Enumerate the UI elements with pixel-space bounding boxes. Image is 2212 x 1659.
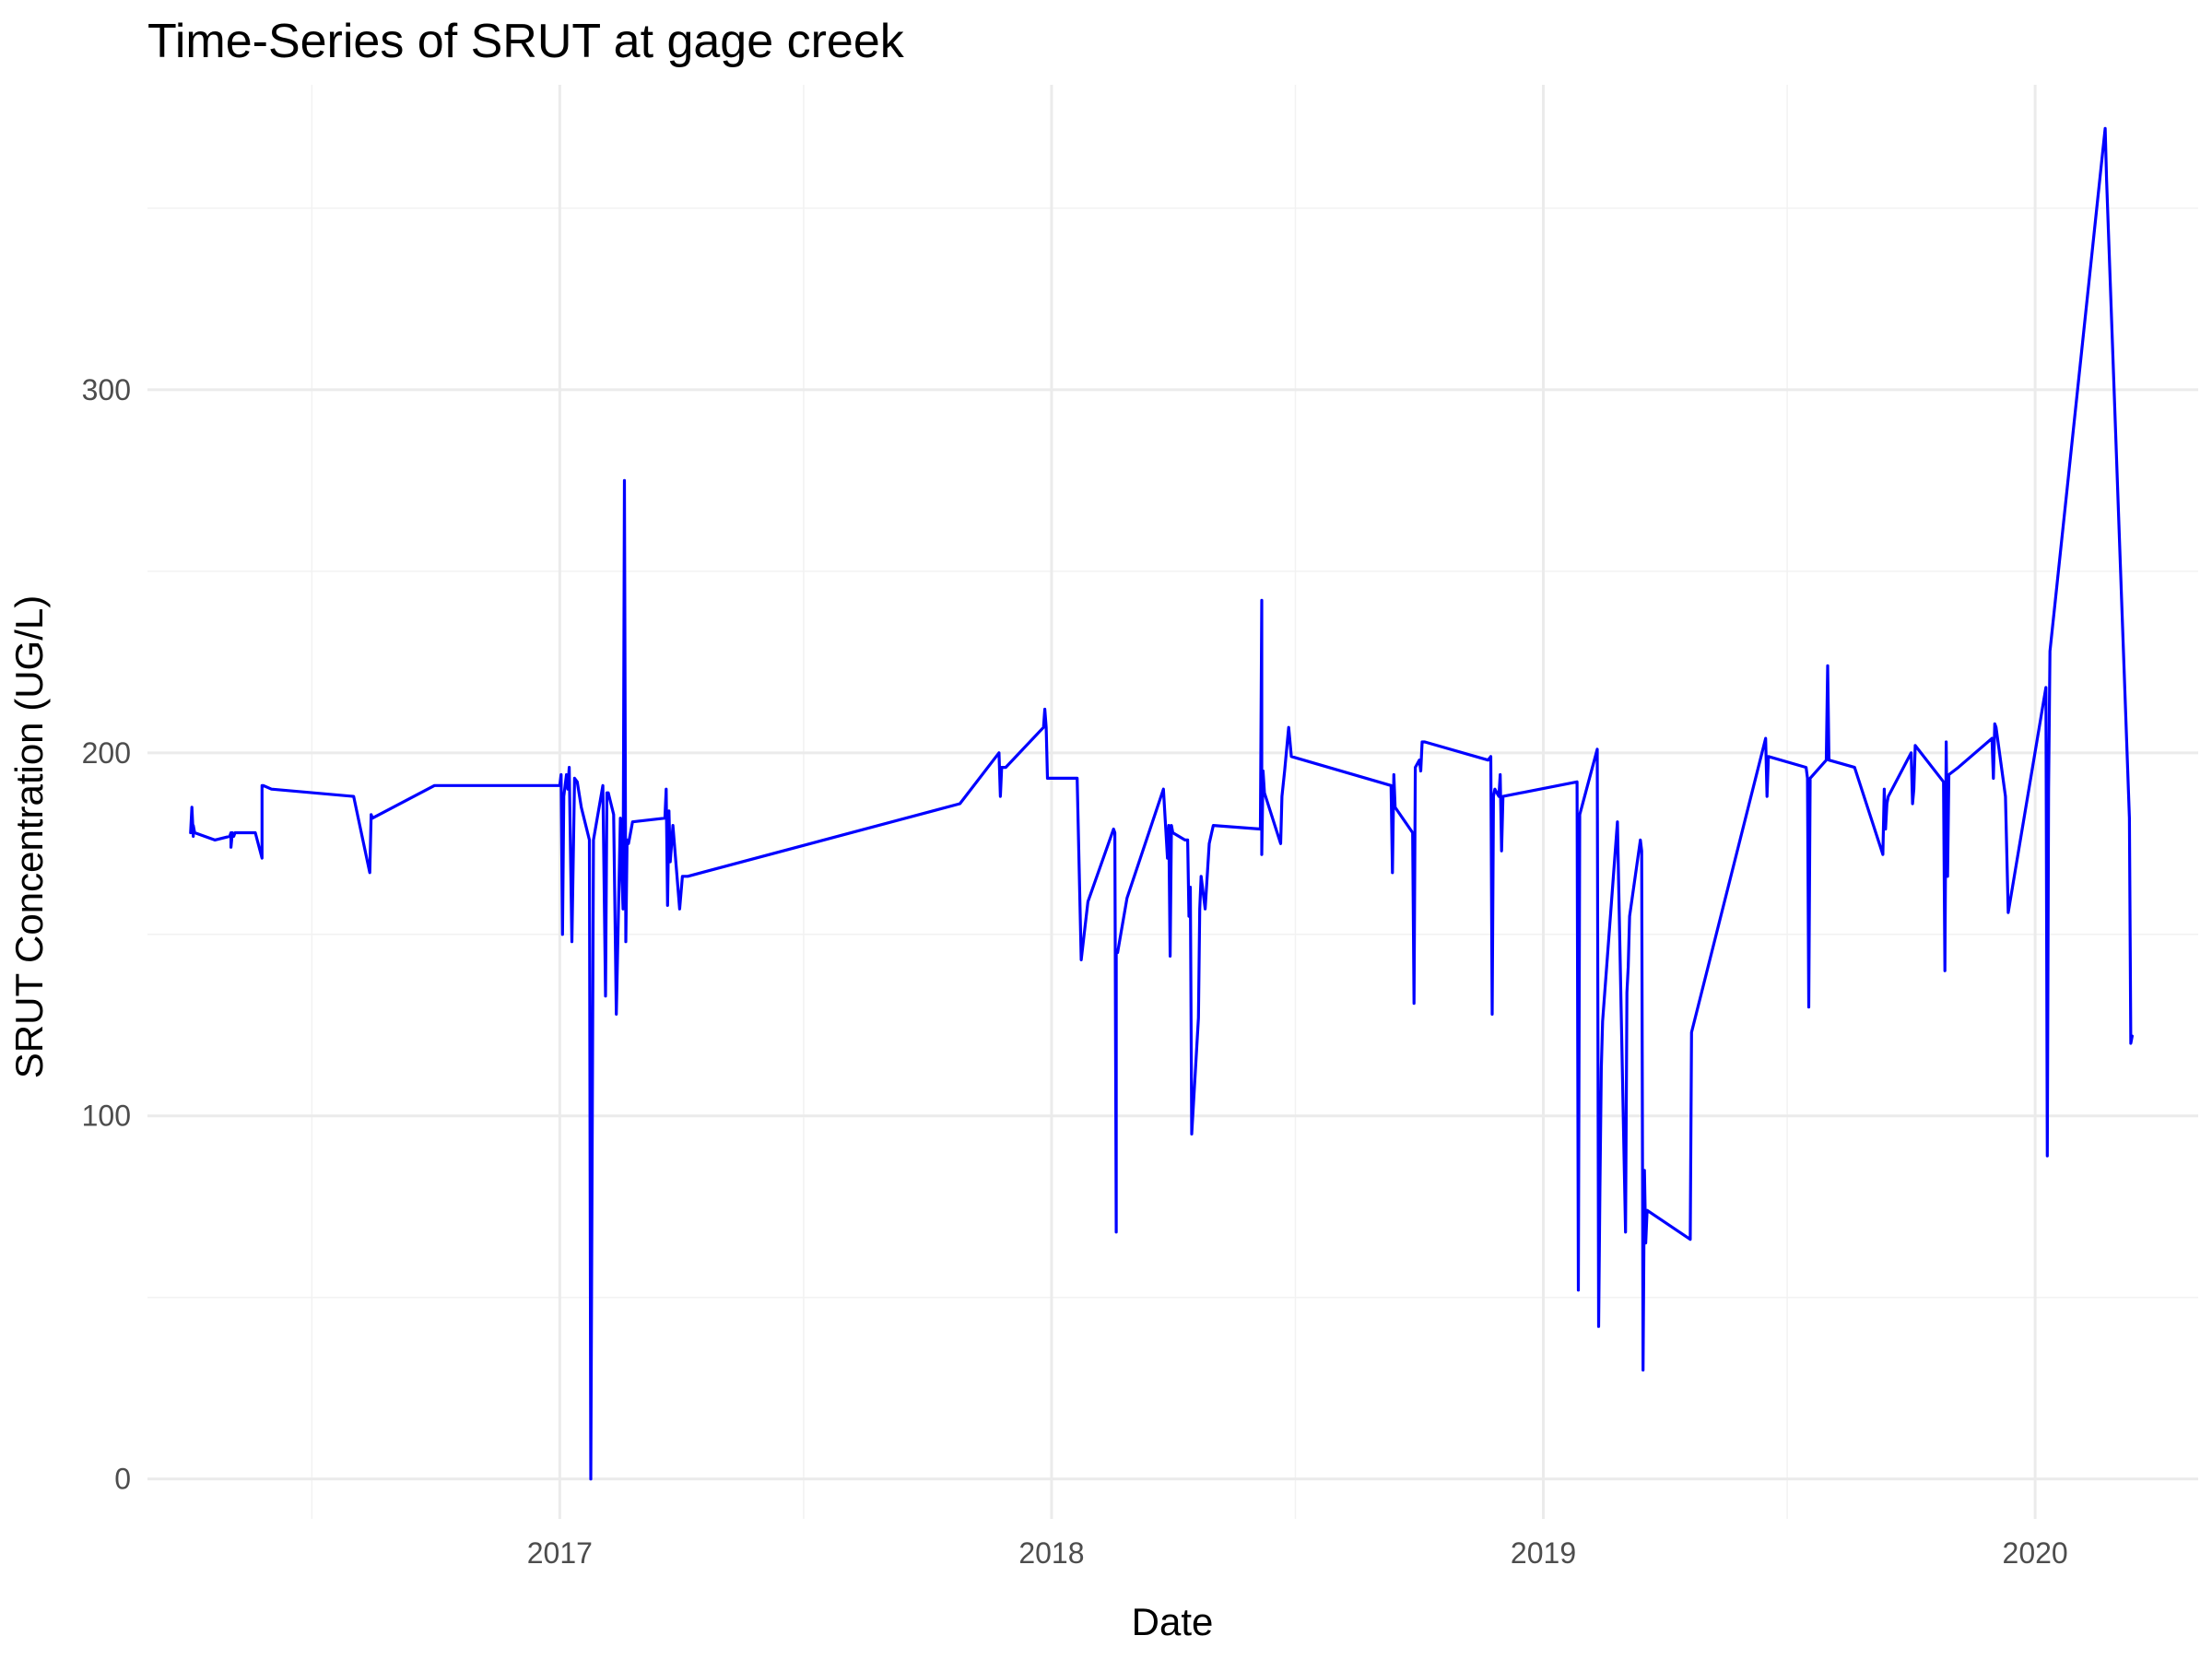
x-tick-label: 2019 [1511,1536,1576,1570]
y-tick-label: 0 [114,1463,131,1496]
y-tick-label: 300 [82,373,131,406]
series-layer [189,126,2134,1481]
tick-labels: 0 100 200 300 2017 2018 2019 2020 [82,373,2068,1570]
x-tick-label: 2018 [1018,1536,1084,1570]
x-axis-title: Date [1132,1600,1214,1643]
x-tick-label: 2017 [527,1536,593,1570]
y-tick-label: 100 [82,1100,131,1133]
chart-title: Time-Series of SRUT at gage creek [147,15,905,68]
y-axis-title: SRUT Concentration (UG/L) [7,595,51,1078]
grid [147,85,2198,1519]
x-tick-label: 2020 [2003,1536,2068,1570]
y-tick-label: 200 [82,736,131,770]
srut-series-line [189,126,2134,1481]
